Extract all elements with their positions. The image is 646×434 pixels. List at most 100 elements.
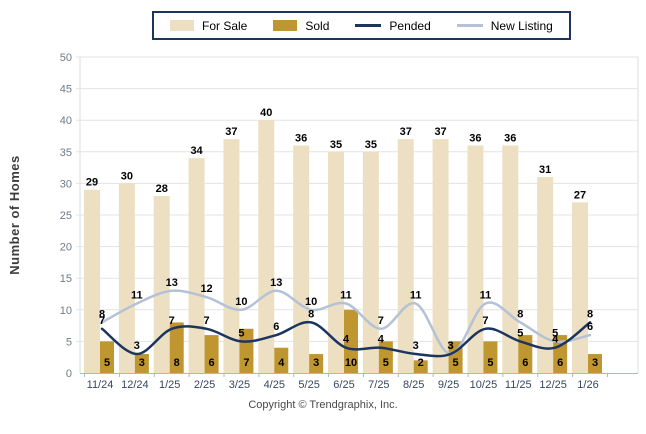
y-tick-label: 30 <box>60 178 72 190</box>
y-tick-label: 25 <box>60 210 72 222</box>
for-sale-value-label: 29 <box>86 177 98 189</box>
new-listing-value-label: 13 <box>166 277 178 289</box>
legend-item-sold: Sold <box>273 19 329 33</box>
sold-value-label: 5 <box>453 357 459 369</box>
new-listing-value-label: 8 <box>517 308 523 320</box>
sold-value-label: 8 <box>174 357 180 369</box>
x-tick-label: 6/25 <box>333 379 354 391</box>
y-tick-label: 10 <box>60 305 72 317</box>
pended-value-label: 7 <box>99 315 105 327</box>
for-sale-value-label: 36 <box>469 132 481 144</box>
chart-legend: For Sale Sold Pended New Listing <box>152 11 571 40</box>
bar-sold <box>588 354 602 373</box>
pended-value-label: 8 <box>587 308 593 320</box>
bar-sold <box>309 354 324 373</box>
y-tick-label: 5 <box>66 336 72 348</box>
pended-value-label: 4 <box>552 334 559 346</box>
pended-value-label: 7 <box>204 315 210 327</box>
x-tick-label: 5/25 <box>298 379 319 391</box>
y-axis-title: Number of Homes <box>7 155 22 275</box>
sold-value-label: 3 <box>313 357 319 369</box>
pended-line-swatch <box>355 24 382 27</box>
pended-value-label: 7 <box>169 315 175 327</box>
new-listing-value-label: 10 <box>235 296 247 308</box>
x-tick-label: 2/25 <box>194 379 215 391</box>
new-listing-value-label: 10 <box>305 296 317 308</box>
sold-value-label: 5 <box>487 357 493 369</box>
pended-value-label: 4 <box>378 334 385 346</box>
bar-sold <box>134 354 149 373</box>
x-tick-label: 3/25 <box>229 379 250 391</box>
bar-for-sale <box>258 120 275 373</box>
legend-item-for-sale: For Sale <box>170 19 247 33</box>
bar-sold <box>169 322 184 373</box>
bar-for-sale <box>537 177 554 373</box>
new-listing-value-label: 8 <box>99 308 105 320</box>
new-listing-value-label: 11 <box>410 289 422 301</box>
bar-for-sale <box>118 183 135 373</box>
y-tick-label: 50 <box>60 52 72 64</box>
pended-value-label: 7 <box>482 315 488 327</box>
pended-value-label: 5 <box>517 327 523 339</box>
for-sale-value-label: 36 <box>504 132 516 144</box>
sold-swatch <box>273 20 298 31</box>
y-tick-label: 40 <box>60 115 72 127</box>
sold-value-label: 6 <box>557 357 563 369</box>
new-listing-value-label: 5 <box>552 327 558 339</box>
new-listing-value-label: 12 <box>200 283 212 295</box>
copyright-text: Copyright © Trendgraphix, Inc. <box>248 399 398 411</box>
y-tick-label: 45 <box>60 84 72 96</box>
for-sale-value-label: 37 <box>400 126 412 138</box>
for-sale-value-label: 34 <box>190 145 203 157</box>
x-tick-label: 9/25 <box>438 379 459 391</box>
sold-value-label: 3 <box>592 357 598 369</box>
legend-label-for-sale: For Sale <box>202 18 248 33</box>
legend-item-new-listing: New Listing <box>456 18 553 33</box>
for-sale-value-label: 37 <box>225 126 237 138</box>
for-sale-value-label: 36 <box>295 132 307 144</box>
new-listing-value-label: 11 <box>131 289 143 301</box>
pended-value-label: 3 <box>413 340 419 352</box>
sold-value-label: 5 <box>104 357 110 369</box>
bar-for-sale <box>84 189 100 373</box>
new-listing-value-label: 6 <box>587 321 593 333</box>
sold-value-label: 6 <box>522 357 528 369</box>
for-sale-value-label: 31 <box>539 164 551 176</box>
x-tick-label: 7/25 <box>368 379 389 391</box>
sold-value-label: 10 <box>345 357 357 369</box>
for-sale-value-label: 40 <box>260 107 272 119</box>
sold-value-label: 5 <box>383 357 389 369</box>
bar-for-sale <box>467 145 484 373</box>
sold-value-label: 6 <box>209 357 215 369</box>
legend-label-new-listing: New Listing <box>490 18 553 33</box>
bar-for-sale <box>362 151 379 373</box>
bar-sold <box>204 335 219 373</box>
legend-label-sold: Sold <box>305 18 330 33</box>
y-tick-label: 0 <box>66 368 72 380</box>
bar-for-sale <box>328 151 344 373</box>
bar-for-sale <box>188 158 205 373</box>
sold-value-label: 7 <box>243 357 249 369</box>
pended-value-label: 3 <box>134 340 140 352</box>
y-tick-label: 35 <box>60 147 72 159</box>
bar-for-sale <box>572 202 588 373</box>
bar-for-sale <box>432 139 449 373</box>
for-sale-swatch <box>170 20 194 31</box>
x-tick-label: 8/25 <box>403 379 424 391</box>
pended-value-label: 5 <box>238 327 244 339</box>
legend-label-pended: Pended <box>389 18 431 33</box>
bar-sold <box>413 360 428 373</box>
x-tick-label: 11/25 <box>505 379 532 391</box>
x-tick-label: 10/25 <box>470 379 498 391</box>
sold-value-label: 3 <box>139 357 145 369</box>
x-tick-label: 12/24 <box>121 379 149 391</box>
bar-sold <box>344 309 358 373</box>
bar-for-sale <box>153 196 170 373</box>
bar-for-sale <box>397 139 414 373</box>
new-listing-line <box>100 289 592 356</box>
new-listing-line-swatch <box>456 24 483 27</box>
for-sale-value-label: 30 <box>121 170 133 182</box>
new-listing-value-label: 7 <box>378 315 384 327</box>
bar-for-sale <box>293 145 310 373</box>
